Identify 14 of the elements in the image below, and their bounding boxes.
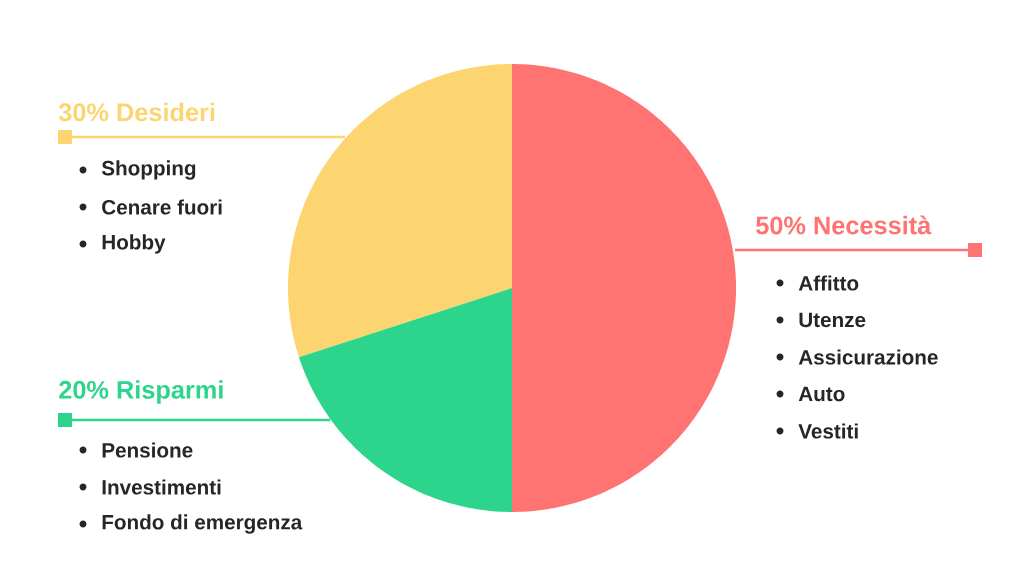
text: Auto (798, 386, 845, 402)
text: Vestiti (798, 423, 858, 439)
text: Affitto (798, 275, 859, 291)
slice-label: 50% Necessità (756, 215, 932, 235)
text: Shopping (101, 160, 196, 180)
slice-label: 20% Risparmi (59, 380, 223, 404)
text: Investimenti (102, 479, 221, 495)
text: Pensione (102, 442, 193, 458)
text: Hobby (102, 234, 166, 254)
text: Cenare fuori (102, 199, 222, 215)
text: Assicurazione (798, 349, 938, 365)
text: Fondo di emergenza (102, 514, 303, 534)
slice-label: 30% Desideri (58, 102, 215, 122)
text: Utenze (799, 312, 866, 328)
